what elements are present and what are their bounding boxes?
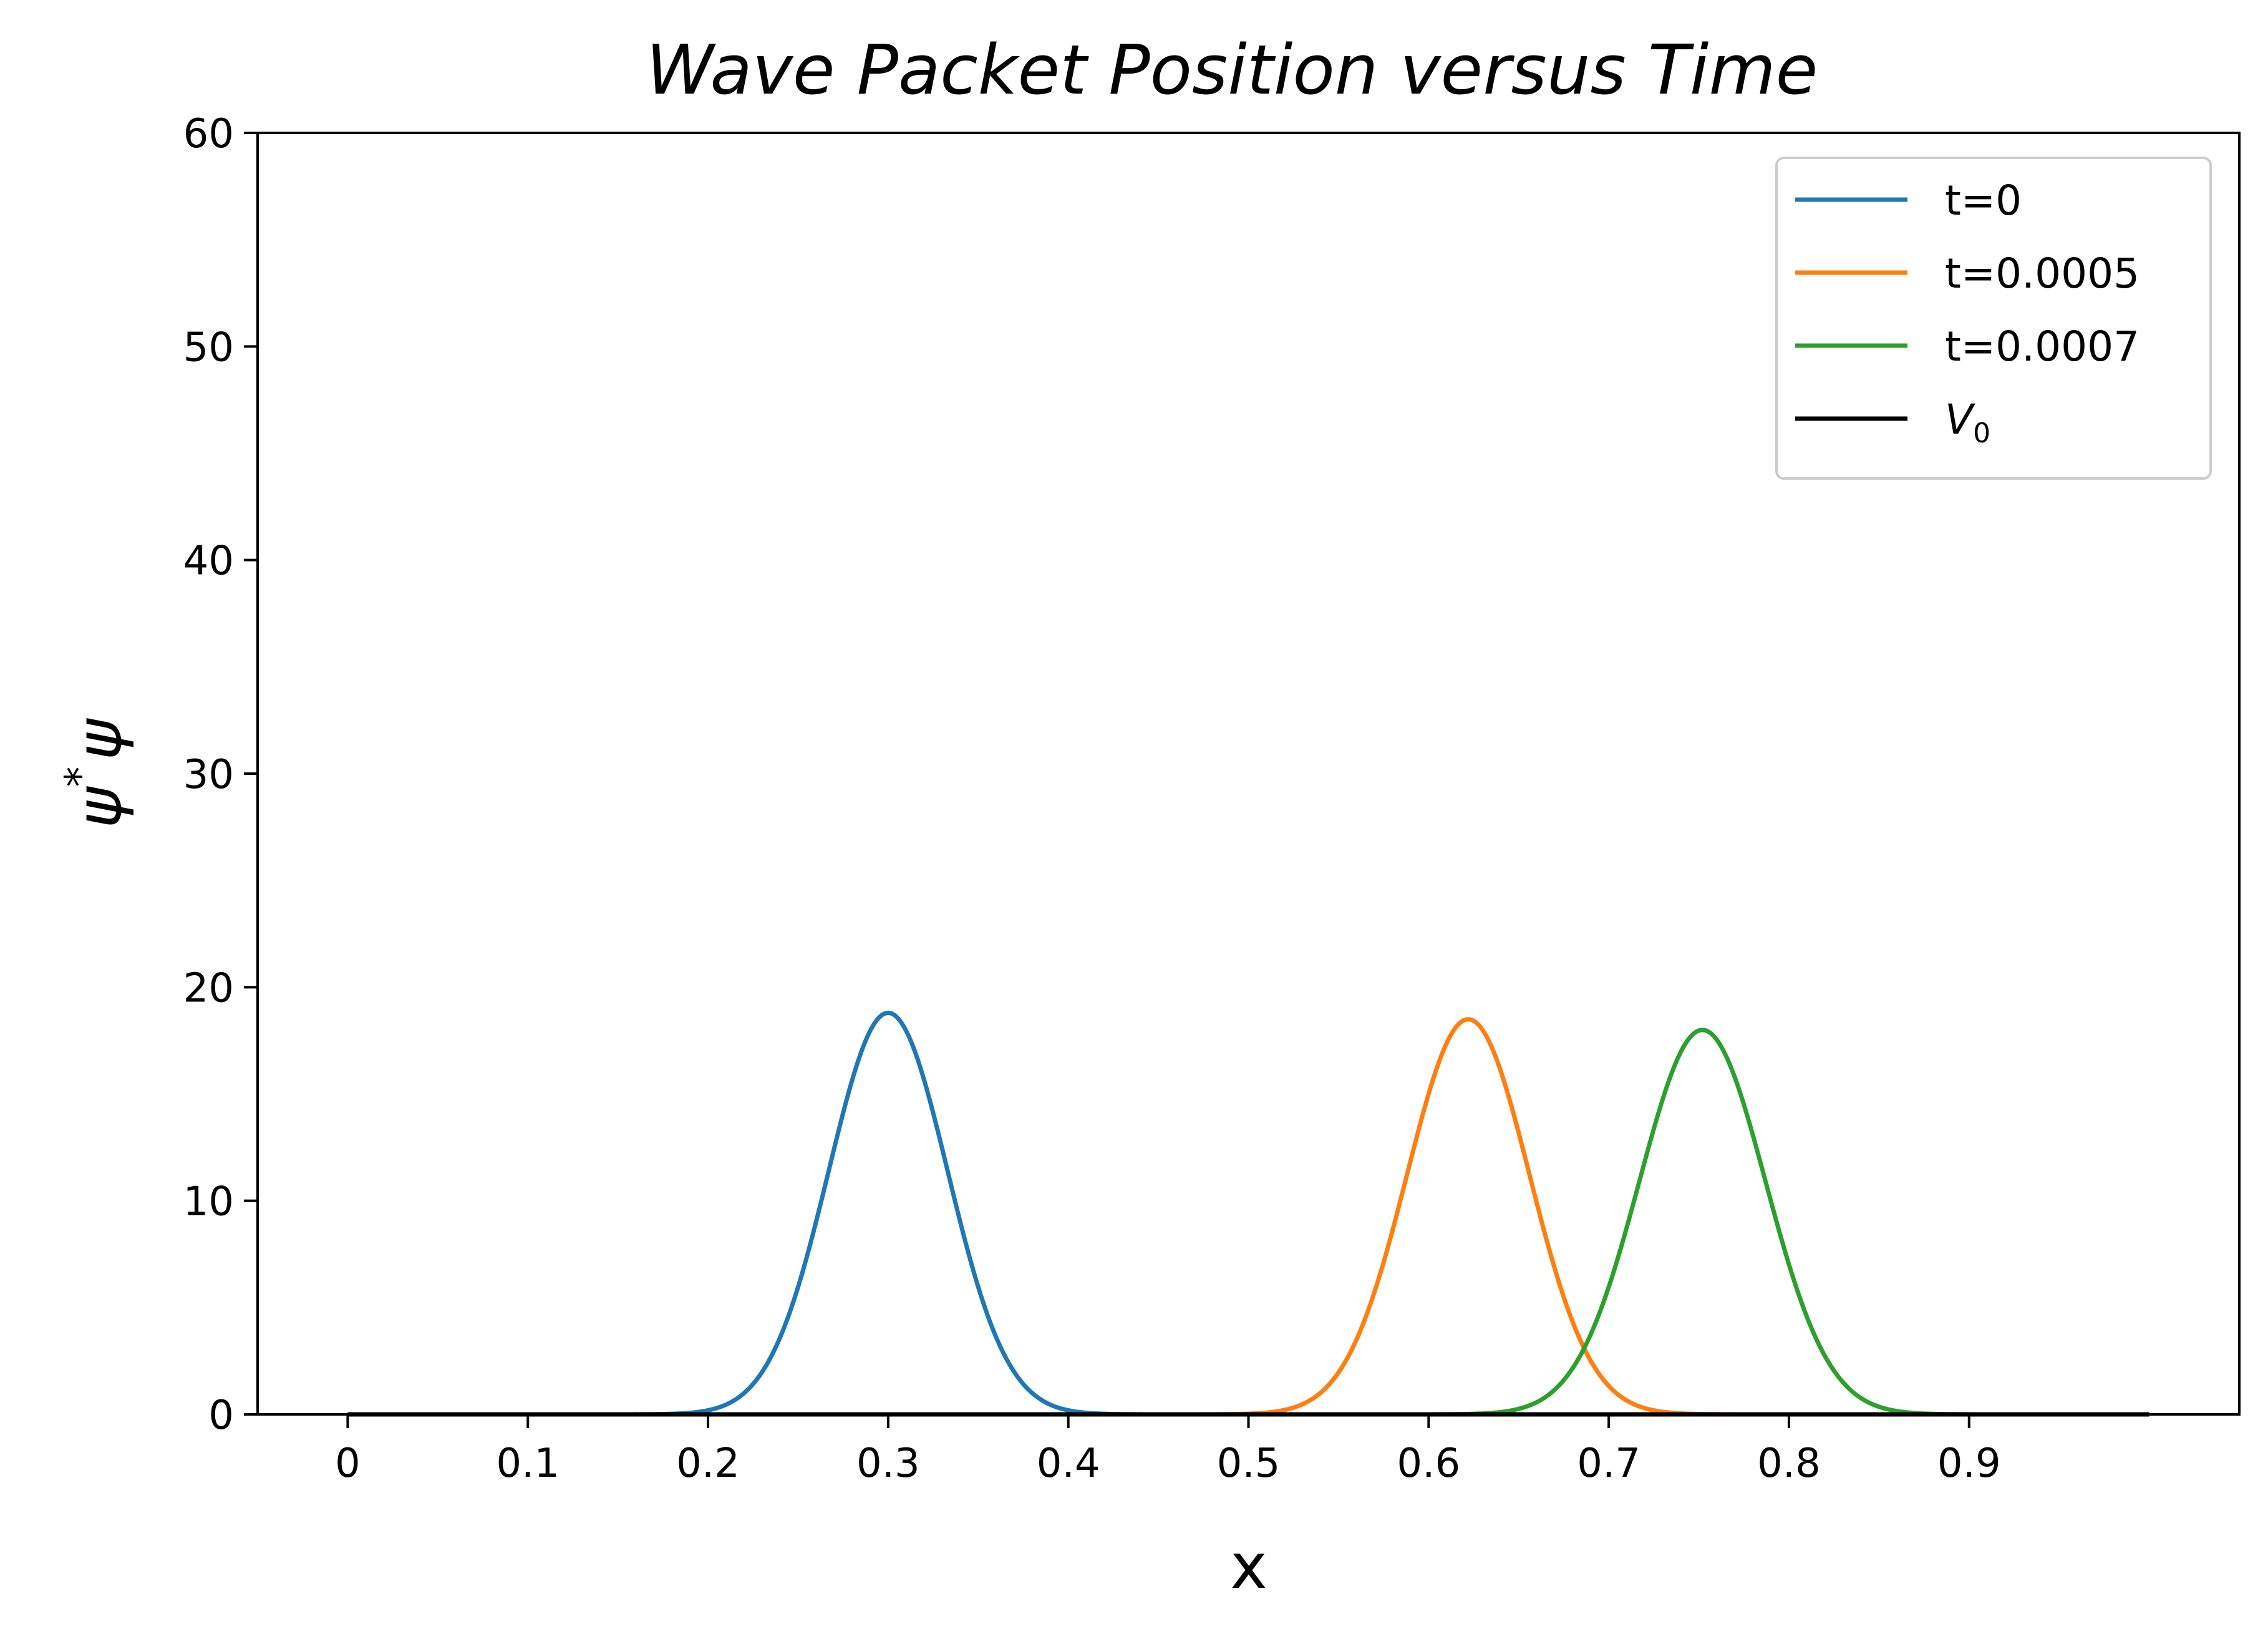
legend: t=0 t=0.0005 t=0.0007 V0: [1775, 157, 2212, 480]
x-tick-label: 0.5: [1217, 1441, 1281, 1487]
x-axis-label: x: [1230, 1530, 1267, 1603]
x-tick-label: 0.2: [676, 1441, 740, 1487]
x-tick-label: 0.6: [1397, 1441, 1460, 1487]
chart-title: Wave Packet Position versus Time: [646, 30, 1818, 110]
y-axis-label-sup: *: [56, 767, 104, 787]
x-tick-label: 0.7: [1577, 1441, 1640, 1487]
x-tick-label: 0.1: [496, 1441, 560, 1487]
y-tick-label: 20: [183, 965, 234, 1011]
series-line-t-0-0007: [347, 1028, 2150, 1417]
legend-label: t=0.0005: [1945, 250, 2140, 298]
y-axis-label: ψ*ψ: [56, 718, 135, 829]
x-tick-label: 0.4: [1037, 1441, 1100, 1487]
legend-box: [1775, 157, 2212, 480]
x-axis-ticks: 0 0.1 0.2 0.3 0.4 0.5 0.6 0.7 0.8 0.9: [335, 1414, 2001, 1487]
y-tick-label: 30: [183, 752, 234, 798]
x-tick-label: 0.9: [1937, 1441, 2001, 1487]
y-axis-ticks: 0 10 20 30 40 50 60: [183, 111, 258, 1439]
y-axis-label-tail: ψ: [62, 718, 135, 761]
x-tick-label: 0.8: [1757, 1441, 1821, 1487]
x-tick-label: 0: [335, 1441, 361, 1487]
y-axis-label-base: ψ: [62, 785, 135, 828]
y-tick-label: 40: [183, 538, 234, 585]
series-line-t-0: [347, 1010, 2150, 1417]
y-tick-label: 60: [183, 111, 234, 157]
legend-label: t=0: [1945, 177, 2022, 225]
svg-text:ψ*ψ: ψ*ψ: [56, 718, 135, 829]
legend-label: t=0.0007: [1945, 323, 2140, 371]
y-tick-label: 10: [183, 1179, 234, 1225]
y-tick-label: 0: [208, 1393, 234, 1439]
legend-label: V0: [1945, 396, 1990, 449]
series-line-t-0-0005: [347, 1017, 2150, 1417]
series-lines: [347, 1010, 2150, 1417]
y-tick-label: 50: [183, 324, 234, 371]
x-tick-label: 0.3: [856, 1441, 920, 1487]
